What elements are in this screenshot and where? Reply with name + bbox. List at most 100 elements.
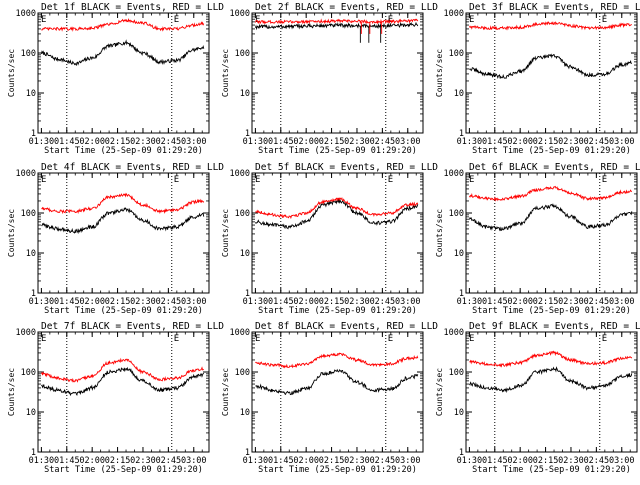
plot-frame [37,12,210,134]
y-tick-label: 100 [449,209,464,219]
x-tick-label: 02:15 [533,297,559,307]
x-tick-label: 02:45 [584,297,610,307]
x-tick-label: 03:00 [609,137,635,147]
y-tick-label: 10 [240,408,250,418]
x-tick-label: 01:45 [482,297,508,307]
series-events-line [468,203,633,232]
y-tick-label: 1 [31,129,36,139]
series-events-line [469,53,632,79]
x-tick-label: 03:00 [181,297,207,307]
x-tick-label: 02:30 [558,137,584,147]
y-tick-label: 1000 [444,169,464,179]
series-lld-line [469,21,632,31]
x-tick-label: 02:00 [507,297,533,307]
series-events-line [41,207,205,234]
x-tick-label: 02:00 [79,297,105,307]
panel-title: Det 3f BLACK = Events, RED = LLD [469,2,640,13]
panel-det-3f: Det 3f BLACK = Events, RED = LLD 1 10 100 10… [435,2,640,156]
y-tick-label: 1000 [16,328,36,338]
y-tick-label: 1000 [16,9,36,19]
y-tick-label: 10 [454,408,464,418]
x-tick-label: 02:15 [533,456,559,466]
series-lld-line [41,17,205,32]
series-lld-line [255,352,419,369]
x-tick-label: 02:15 [105,137,131,147]
plot-frame [465,12,638,134]
y-tick-label: 100 [21,209,36,219]
plot-frame [251,172,424,294]
y-tick-label: 1000 [230,328,250,338]
corner-mark-right: E [388,334,393,344]
series-lld-line [254,18,419,25]
y-tick-label: 10 [26,89,36,99]
x-tick-label: 02:15 [105,456,131,466]
plot-frame [251,331,424,453]
corner-mark-left: E [41,15,46,25]
x-tick-label: 02:45 [370,137,396,147]
x-tick-label: 01:30 [243,456,269,466]
series-events-line [255,198,419,230]
series-lld-line [41,192,205,215]
corner-mark-right: E [388,15,393,25]
corner-mark-left: E [255,175,260,185]
y-tick-label: 1 [459,448,464,458]
y-tick-label: 10 [26,249,36,259]
series-lld-line [41,357,205,383]
x-axis-label: Start Time (25-Sep-09 01:29:20) [258,465,417,475]
y-axis-label: Counts/sec [221,368,230,416]
panel-det-7f: Det 7f BLACK = Events, RED = LLD 1 10 100 10… [7,321,224,475]
corner-mark-right: E [174,15,179,25]
y-tick-label: 10 [240,249,250,259]
y-axis-label: Counts/sec [435,49,444,97]
panel-det-9f: Det 9f BLACK = Events, RED = LLD 1 10 100 10… [435,321,640,475]
x-tick-label: 01:30 [29,456,55,466]
y-tick-label: 1 [31,448,36,458]
x-tick-label: 01:45 [482,456,508,466]
x-tick-label: 01:30 [457,297,483,307]
panel-title: Det 6f BLACK = Events, RED = LLD [469,162,640,173]
x-tick-label: 02:30 [558,456,584,466]
x-axis-label: Start Time (25-Sep-09 01:29:20) [472,306,631,316]
x-tick-label: 02:45 [370,297,396,307]
series-events-line [255,368,419,396]
panel-title: Det 4f BLACK = Events, RED = LLD [41,162,224,173]
x-tick-label: 02:30 [558,297,584,307]
x-tick-label: 03:00 [395,137,421,147]
y-tick-label: 1 [245,289,250,299]
series-lld-line [469,185,633,202]
x-tick-label: 03:00 [609,456,635,466]
series-events-line [254,21,419,31]
y-tick-label: 10 [240,89,250,99]
panel-title: Det 8f BLACK = Events, RED = LLD [255,321,438,332]
x-axis-label: Start Time (25-Sep-09 01:29:20) [44,306,203,316]
x-tick-label: 02:15 [533,137,559,147]
x-tick-label: 02:00 [293,456,319,466]
y-axis-label: Counts/sec [435,368,444,416]
y-tick-label: 1000 [444,9,464,19]
y-tick-label: 100 [21,49,36,59]
y-axis-label: Counts/sec [7,368,16,416]
series-events-line [469,366,633,394]
x-tick-label: 02:45 [156,137,182,147]
y-tick-label: 100 [21,368,36,378]
series-lld-line [469,350,633,368]
x-tick-label: 01:30 [243,137,269,147]
x-tick-label: 01:30 [29,297,55,307]
y-tick-label: 1 [245,448,250,458]
x-tick-label: 02:30 [130,137,156,147]
x-tick-label: 02:30 [130,297,156,307]
y-tick-label: 1 [459,129,464,139]
x-tick-label: 02:15 [319,297,345,307]
y-axis-label: Counts/sec [7,49,16,97]
corner-mark-right: E [602,175,607,185]
corner-mark-left: E [469,15,474,25]
y-tick-label: 10 [26,408,36,418]
panel-det-8f: Det 8f BLACK = Events, RED = LLD 1 10 100 10… [221,321,438,475]
y-axis-label: Counts/sec [7,209,16,257]
x-tick-label: 02:15 [319,456,345,466]
y-tick-label: 1000 [230,9,250,19]
x-tick-label: 03:00 [395,297,421,307]
y-axis-label: Counts/sec [221,209,230,257]
y-tick-label: 1 [31,289,36,299]
